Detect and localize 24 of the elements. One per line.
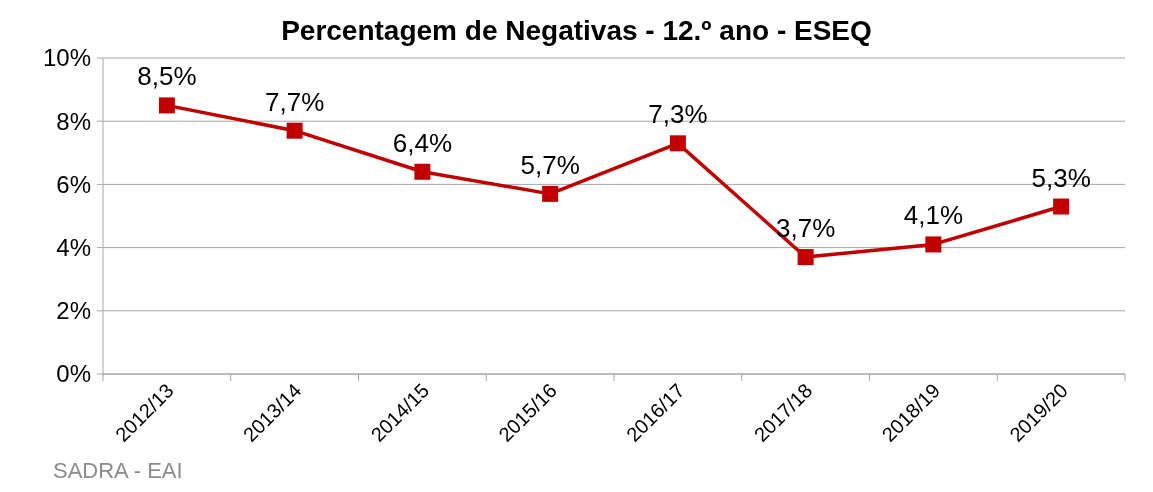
y-tick-label: 10% xyxy=(42,44,91,72)
point xyxy=(1053,198,1070,215)
y-tick-label: 0% xyxy=(56,360,91,388)
data-label: 7,7% xyxy=(264,86,325,117)
data-label: 4,1% xyxy=(903,200,964,231)
chart-title: Percentagem de Negativas - 12.º ano - ESEQ xyxy=(281,15,872,46)
data-label: 8,5% xyxy=(137,61,197,92)
point xyxy=(286,122,303,139)
point xyxy=(669,135,686,152)
text: SADRA - EAI xyxy=(53,458,183,483)
data-label: 7,3% xyxy=(648,99,708,130)
data-label: 6,4% xyxy=(392,127,453,158)
y-tick-label: 4% xyxy=(56,234,91,261)
point xyxy=(542,185,559,202)
y-tick-label: 8% xyxy=(56,107,91,135)
y-tick-label: 2% xyxy=(56,297,91,325)
point xyxy=(158,97,175,114)
point xyxy=(797,249,814,266)
point xyxy=(925,236,942,253)
data-label: 5,7% xyxy=(520,149,580,180)
y-tick-label: 6% xyxy=(56,170,91,198)
data-label: 3,7% xyxy=(775,213,836,244)
data-label: 5,3% xyxy=(1031,162,1091,193)
point xyxy=(414,163,431,180)
